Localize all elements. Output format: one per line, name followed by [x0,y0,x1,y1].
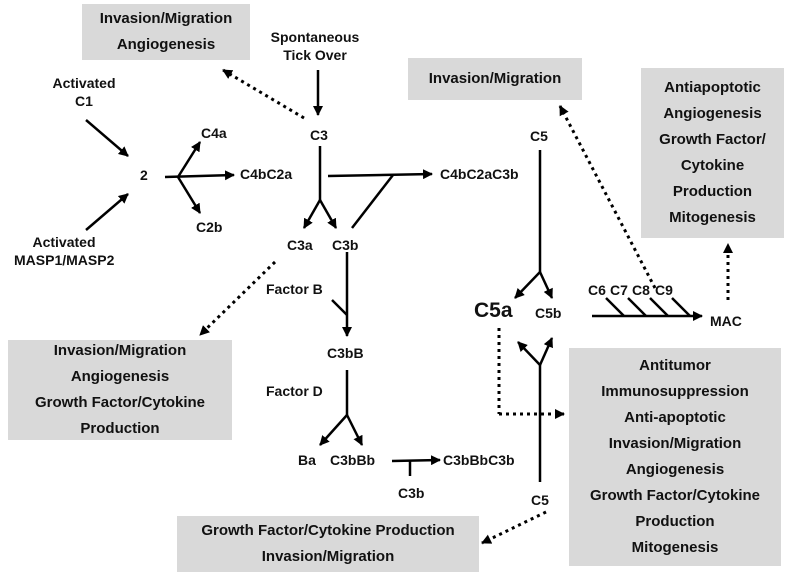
mac-effects-box-line-4: Cytokine [680,157,745,174]
c5a-effects-box-line-1: Antitumor [639,357,711,374]
c5a-label: C5a [474,299,513,322]
mac-effects-box-line-2: Angiogenesis [663,105,762,122]
c5a-effects-box-line-6: Growth Factor/Cytokine [589,487,761,504]
spontaneous-line-2: Tick Over [283,47,347,63]
c5a-effects-box-line-8: Mitogenesis [631,539,719,556]
activated-c1-label: Activated C1 [44,74,124,110]
c3a-effects-box-line-1: Invasion/Migration [53,342,187,359]
factor-d-label: Factor D [266,383,323,399]
spontaneous-line-1: Spontaneous [270,29,360,45]
mac-effects-box-line-1: Antiapoptotic [664,79,761,96]
c3b-label: C3b [332,237,359,253]
c3a-effects-box-line-4: Production [80,420,160,437]
c5a-effects-box-line-7: Production [635,513,715,530]
c7-label: C7 [610,282,628,298]
c5a-effects-box-line-5: Angiogenesis [625,461,725,478]
c5-bottom-effects-box: Growth Factor/Cytokine Production Invasio… [177,516,479,572]
c5-effects-box: Invasion/Migration [408,58,582,100]
c3a-effects-box-line-2: Angiogenesis [70,368,170,385]
c6-label: C6 [588,282,606,298]
c3bbbc3b-label: C3bBbC3b [443,452,515,468]
c5-bottom-effects-box-line-2: Invasion/Migration [261,548,395,565]
mac-effects-box-line-6: Mitogenesis [669,209,756,226]
c5b-label: C5b [535,305,562,321]
c8-label: C8 [632,282,650,298]
mac-label: MAC [710,313,742,329]
c3-effects-box-line-1: Invasion/Migration [99,10,233,27]
c5-top-label: C5 [530,128,548,144]
mac-effects-box-line-3: Growth Factor/ [659,131,766,148]
c9-label: C9 [655,282,673,298]
c3-label: C3 [310,127,328,143]
c2b-label: C2b [196,219,223,235]
c3-effects-box-line-2: Angiogenesis [116,36,216,53]
c3a-effects-box-line-3: Growth Factor/Cytokine [34,394,206,411]
mac-effects-box-line-5: Production [672,183,753,200]
c2-fragment-label: 2 [140,167,148,183]
activated-masp-line-1: Activated [32,234,96,250]
c5a-effects-box-line-2: Immunosuppression [601,383,749,400]
activated-c1-line-1: Activated [52,75,116,91]
spontaneous-tick-over-label: Spontaneous Tick Over [260,28,370,64]
c5a-effects-box-line-4: Invasion/Migration [608,435,742,452]
c4bc2ac3b-label: C4bC2aC3b [440,166,519,182]
c3-effects-box: Invasion/Migration Angiogenesis [82,4,250,60]
c4a-label: C4a [201,125,227,141]
c3a-effects-box: Invasion/Migration Angiogenesis Growth Fac… [8,340,232,440]
c5-bottom-effects-box-line-1: Growth Factor/Cytokine Production [201,522,455,539]
c3bb-label: C3bB [327,345,364,361]
activated-c1-line-2: C1 [75,93,93,109]
c3a-label: C3a [287,237,313,253]
factor-b-label: Factor B [266,281,323,297]
activated-masp-label: Activated MASP1/MASP2 [14,233,114,269]
activated-masp-line-2: MASP1/MASP2 [14,252,115,268]
mac-effects-box: Antiapoptotic Angiogenesis Growth Factor/C… [641,68,784,238]
ba-label: Ba [298,452,316,468]
c3bbb-label: C3bBb [330,452,376,468]
c5-bottom-label: C5 [531,492,549,508]
c5a-effects-box-line-3: Anti-apoptotic [624,409,726,426]
c5a-effects-box: Antitumor Immunosuppression Anti-apoptotic… [569,348,781,566]
c3b-bottom-label: C3b [398,485,425,501]
c5-effects-box-line-1: Invasion/Migration [428,70,562,87]
c4bc2a-label: C4bC2a [240,166,293,182]
